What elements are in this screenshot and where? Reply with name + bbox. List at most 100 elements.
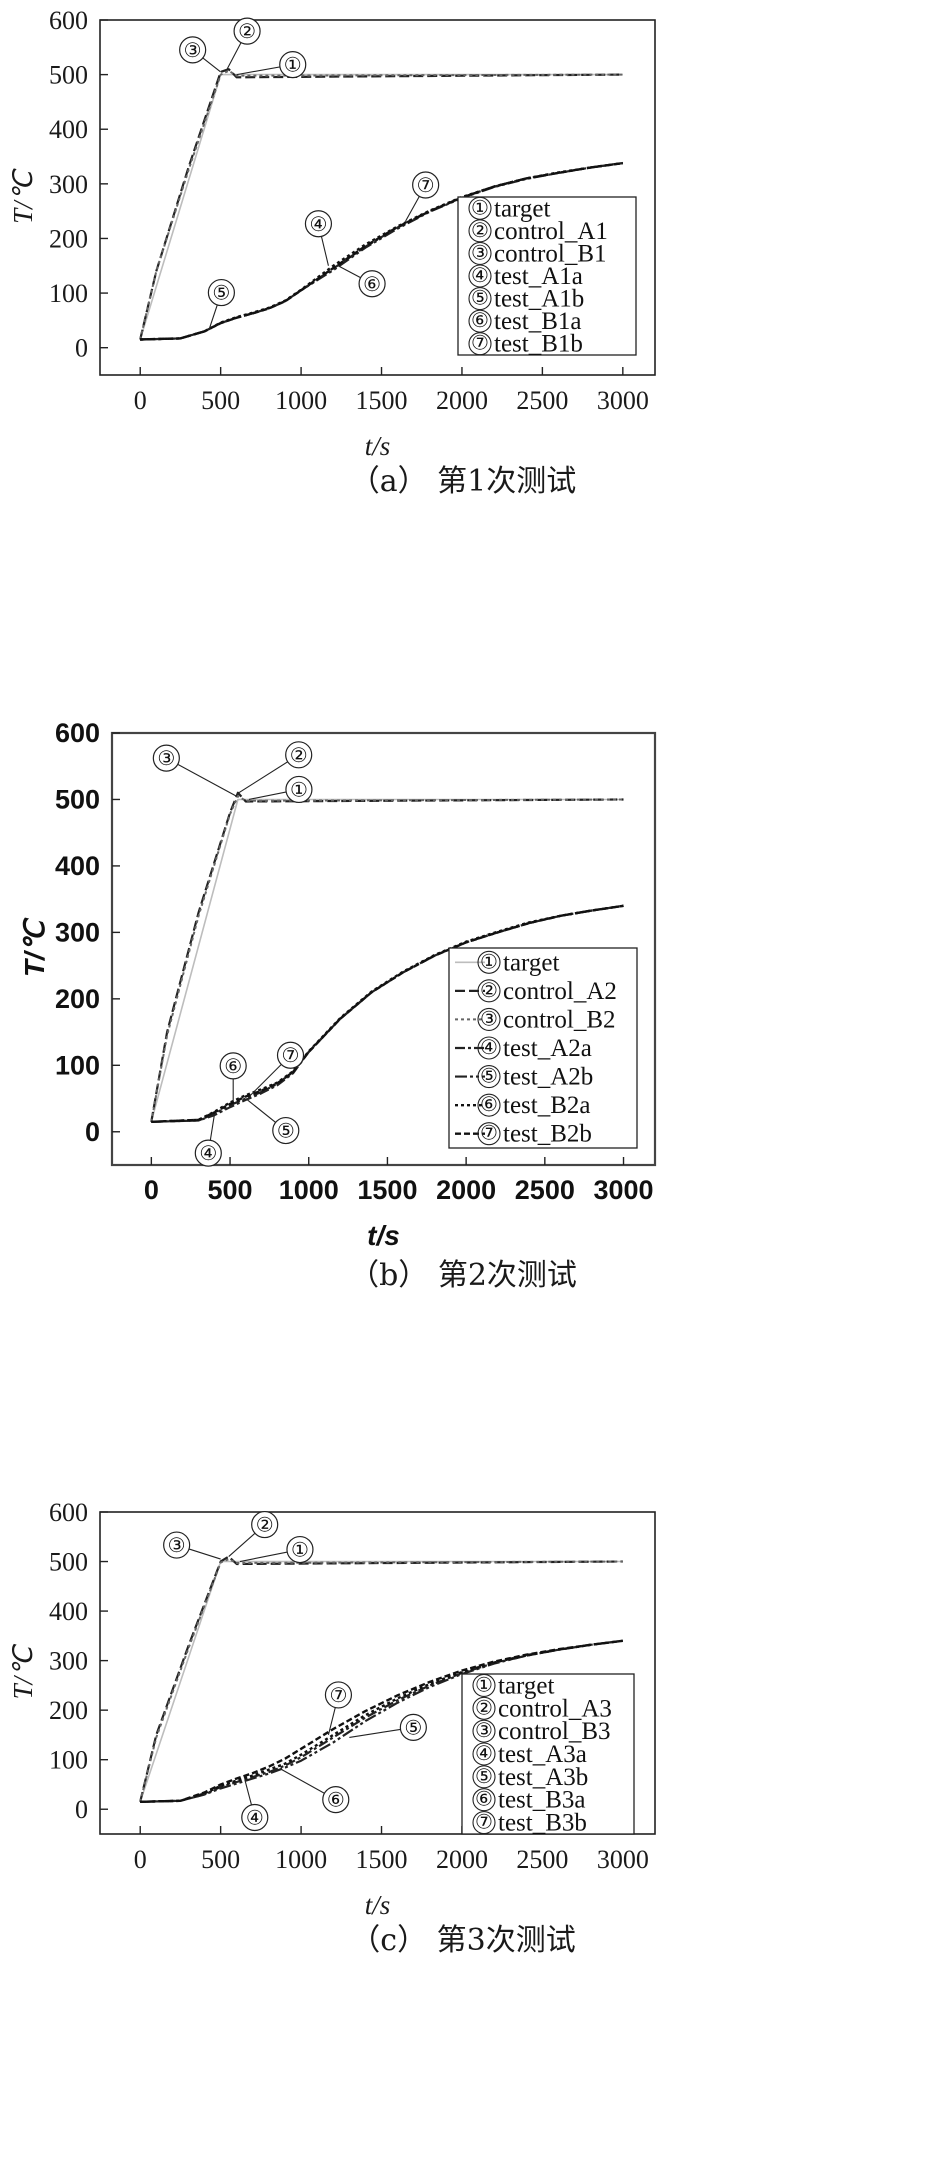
callout-circle	[207, 278, 235, 307]
legend-marker-circle	[477, 1093, 501, 1117]
legend-entry: test_A2b	[503, 1064, 593, 1091]
series-line-control_A1	[139, 68, 623, 340]
callout-circle	[358, 270, 386, 298]
callout-circle	[322, 1786, 350, 1814]
legend-marker: ⑥	[471, 308, 489, 332]
x-tick-label: 2500	[516, 386, 568, 415]
legend-marker-circle	[468, 196, 492, 220]
y-tick-label: 600	[49, 1498, 88, 1527]
legend-marker: ⑥	[475, 1787, 493, 1811]
callout-marker: ①	[290, 777, 308, 801]
legend-entry: test_B3b	[498, 1810, 587, 1837]
chart-a: 0 100 200 300 400 500 600 0 500 1000 1500 2000 2500 3…	[8, 6, 656, 499]
y-tick-label: 300	[55, 917, 100, 947]
x-tick-label: 1500	[356, 386, 408, 415]
x-tick-label: 1000	[275, 1845, 327, 1874]
series-line-test_B2b	[151, 904, 624, 1123]
y-tick-label: 200	[49, 1696, 88, 1725]
y-tick-label: 100	[55, 1050, 100, 1080]
callout-marker: ②	[290, 743, 308, 767]
legend-marker: ①	[475, 1672, 493, 1696]
y-tick-label: 400	[55, 851, 100, 881]
legend-marker: ⑦	[480, 1121, 498, 1145]
x-tick-label: 500	[208, 1175, 253, 1205]
legend-marker: ①	[471, 195, 489, 219]
legend-marker: ③	[480, 1006, 498, 1030]
legend-marker: ⑥	[480, 1092, 498, 1116]
legend-marker-circle	[472, 1673, 496, 1697]
legend-entry: target	[498, 1672, 555, 1699]
legend-marker: ②	[480, 978, 498, 1002]
series-line-test_B1b	[140, 161, 623, 341]
callout-marker: ③	[168, 1533, 186, 1557]
series-line-test_B1a	[140, 161, 623, 341]
legend-entry: test_A3a	[498, 1741, 587, 1768]
x-tick-label: 0	[134, 386, 147, 415]
x-axis-label: t/s	[365, 1890, 391, 1920]
legend-marker-circle	[472, 1788, 496, 1812]
callout-marker: ④	[309, 212, 327, 236]
plot-frame	[99, 1511, 656, 1835]
y-axis-label: T/℃	[8, 168, 38, 224]
y-tick-label: 600	[55, 718, 100, 748]
x-tick-label: 500	[201, 386, 240, 415]
callout-marker: ④	[246, 1806, 264, 1830]
chart-panel-a: 0 100 200 300 400 500 600 0 500 1000 1500 2000 2500 3…	[0, 0, 926, 700]
legend-marker: ⑦	[475, 1810, 493, 1834]
callout-marker: ⑦	[417, 173, 435, 197]
legend-marker: ④	[480, 1035, 498, 1059]
y-tick-label: 600	[49, 6, 88, 35]
x-tick-label: 2500	[515, 1175, 575, 1205]
legend-marker-circle	[472, 1742, 496, 1766]
legend-entry: control_A3	[498, 1695, 612, 1722]
callout-circle	[241, 1803, 269, 1832]
legend-marker: ⑤	[475, 1764, 493, 1788]
legend-entry: target	[494, 195, 551, 222]
callout-circle	[285, 741, 313, 769]
legend-marker: ③	[471, 240, 489, 264]
y-tick-label: 500	[49, 1548, 88, 1577]
legend-marker: ⑦	[471, 331, 489, 355]
legend-entry: control_B2	[503, 1006, 616, 1033]
callout-circle	[412, 171, 440, 199]
legend-marker-circle	[477, 1007, 501, 1031]
callout-circle	[152, 744, 180, 772]
legend-entry: test_B2b	[503, 1121, 592, 1148]
legend-marker-circle	[477, 1036, 501, 1060]
y-tick-label: 300	[49, 1647, 88, 1676]
x-tick-label: 1000	[275, 386, 327, 415]
legend-entry: test_B3a	[498, 1787, 586, 1814]
callout-circle	[272, 1116, 300, 1145]
series-line-control_B3	[139, 1558, 623, 1803]
y-tick-label: 0	[85, 1117, 100, 1147]
callout-circle	[233, 17, 261, 45]
legend-entry: test_B1b	[494, 331, 583, 358]
callout-circle	[276, 1041, 305, 1069]
callout-marker: ⑦	[329, 1683, 347, 1707]
x-axis-label: t/s	[367, 1220, 400, 1251]
legend-marker-circle	[468, 264, 492, 288]
chart-panel-c: 0 100 200 300 400 500 600 0 500 1000 1500 2000 2500 3…	[0, 1490, 926, 2164]
series-line-control_B1	[139, 69, 623, 340]
legend-marker: ③	[475, 1718, 493, 1742]
x-tick-label: 2500	[516, 1845, 568, 1874]
legend-marker-circle	[468, 241, 492, 265]
y-tick-label: 200	[49, 224, 88, 253]
y-axis-label: T/℃	[19, 917, 50, 977]
callout-marker: ④	[199, 1141, 217, 1165]
x-tick-label: 3000	[597, 1845, 649, 1874]
y-tick-label: 0	[75, 1795, 88, 1824]
callout-marker: ⑦	[282, 1043, 300, 1067]
x-tick-label: 2000	[436, 386, 488, 415]
legend-entry: control_B1	[494, 240, 607, 267]
callout-circle	[194, 1139, 222, 1167]
legend-marker-circle	[468, 219, 492, 243]
legend-marker-circle	[477, 950, 501, 974]
callout-marker: ②	[238, 19, 256, 43]
legend-marker-circle	[468, 287, 492, 311]
x-tick-label: 0	[144, 1175, 159, 1205]
series-line-test_A3b	[140, 1639, 623, 1803]
callout-circle	[324, 1681, 353, 1709]
callout-marker: ⑥	[327, 1788, 345, 1812]
x-tick-label: 1500	[356, 1845, 408, 1874]
